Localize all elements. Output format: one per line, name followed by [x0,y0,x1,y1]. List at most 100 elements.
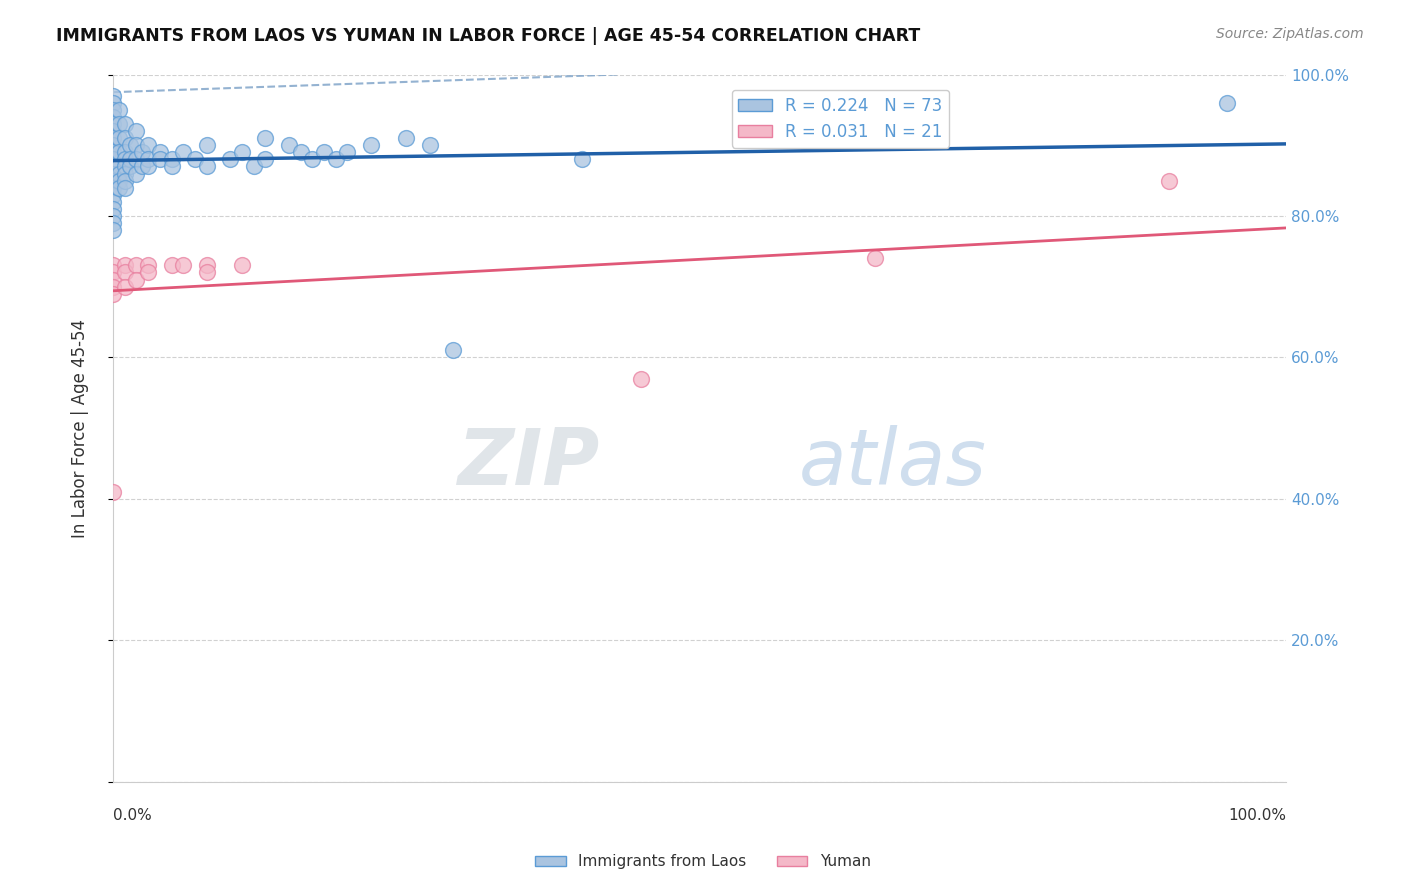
Point [114,117,136,131]
Point [101,279,124,293]
Point [254,131,277,145]
Point [136,153,159,167]
Point [136,160,159,174]
Point [101,265,124,279]
Text: atlas: atlas [799,425,987,501]
Point [101,209,124,223]
Point [114,160,136,174]
Text: 100.0%: 100.0% [1227,808,1286,823]
Legend: Immigrants from Laos, Yuman: Immigrants from Laos, Yuman [529,848,877,875]
Point [107,167,129,181]
Point [195,160,218,174]
Point [107,103,129,117]
Point [219,153,242,167]
Point [160,160,183,174]
Point [101,153,124,167]
Point [195,265,218,279]
Point [114,173,136,187]
Point [101,187,124,202]
Point [101,202,124,216]
Point [101,167,124,181]
Point [101,173,124,187]
Text: ZIP: ZIP [457,425,600,501]
Point [184,153,207,167]
Text: 0.0%: 0.0% [112,808,152,823]
Point [101,110,124,124]
Point [101,145,124,160]
Point [107,131,129,145]
Point [231,259,253,273]
Point [101,484,124,499]
Point [107,173,129,187]
Point [101,117,124,131]
Point [125,124,148,138]
Point [231,145,253,160]
Point [101,216,124,230]
Point [101,124,124,138]
Point [125,272,148,286]
Point [114,145,136,160]
Point [125,153,148,167]
Y-axis label: In Labor Force | Age 45-54: In Labor Force | Age 45-54 [72,318,89,538]
Point [131,145,153,160]
Point [195,259,218,273]
Point [114,153,136,167]
Point [114,180,136,194]
Point [114,131,136,145]
Point [101,160,124,174]
Legend: R = 0.224   N = 73, R = 0.031   N = 21: R = 0.224 N = 73, R = 0.031 N = 21 [731,90,949,147]
Point [101,259,124,273]
Point [101,138,124,153]
Point [160,259,183,273]
Point [571,153,593,167]
Point [125,259,148,273]
Point [101,272,124,286]
Point [1157,173,1180,187]
Point [107,160,129,174]
Point [101,223,124,237]
Point [1216,95,1239,110]
Point [136,259,159,273]
Point [114,279,136,293]
Point [290,145,312,160]
Point [136,265,159,279]
Point [101,95,124,110]
Point [120,138,142,153]
Point [312,145,335,160]
Point [149,153,172,167]
Point [865,252,887,266]
Point [125,138,148,153]
Point [395,131,418,145]
Point [254,153,277,167]
Point [101,103,124,117]
Point [114,259,136,273]
Point [419,138,441,153]
Point [441,343,464,358]
Point [172,145,194,160]
Point [131,160,153,174]
Point [120,160,142,174]
Point [360,138,382,153]
Point [136,138,159,153]
Point [114,265,136,279]
Text: Source: ZipAtlas.com: Source: ZipAtlas.com [1216,27,1364,41]
Text: IMMIGRANTS FROM LAOS VS YUMAN IN LABOR FORCE | AGE 45-54 CORRELATION CHART: IMMIGRANTS FROM LAOS VS YUMAN IN LABOR F… [56,27,921,45]
Point [336,145,359,160]
Point [301,153,323,167]
Point [107,117,129,131]
Point [325,153,347,167]
Point [630,371,652,385]
Point [125,167,148,181]
Point [114,167,136,181]
Point [195,138,218,153]
Point [101,194,124,209]
Point [160,153,183,167]
Point [101,131,124,145]
Point [277,138,299,153]
Point [101,180,124,194]
Point [242,160,264,174]
Point [101,88,124,103]
Point [172,259,194,273]
Point [107,180,129,194]
Point [107,145,129,160]
